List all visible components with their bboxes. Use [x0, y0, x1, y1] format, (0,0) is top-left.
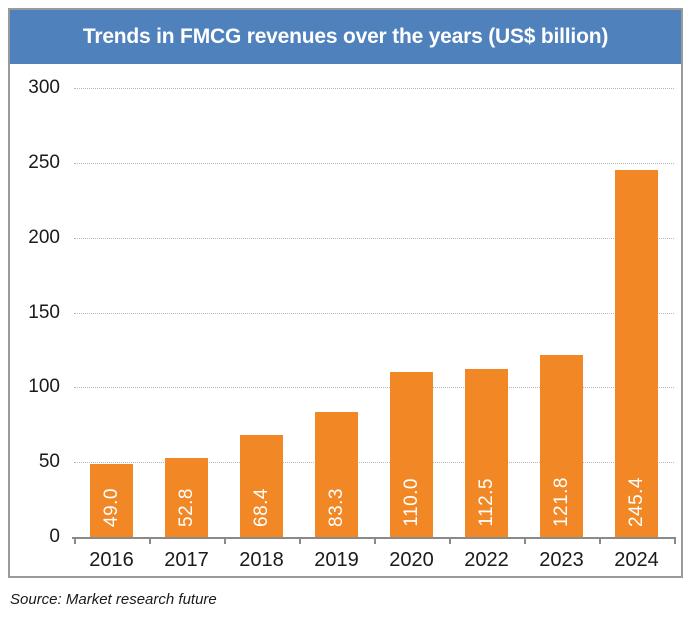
- bar-value-label: 112.5: [476, 478, 497, 527]
- x-axis-tick-mark: [224, 537, 226, 544]
- bar[interactable]: 245.4: [615, 169, 658, 537]
- x-axis-tick-label: 2017: [164, 549, 209, 571]
- x-axis-tick-mark: [599, 537, 601, 544]
- chart-title-bar: Trends in FMCG revenues over the years (…: [10, 10, 681, 64]
- gridline: [74, 237, 674, 239]
- bar-value-label: 121.8: [551, 476, 572, 527]
- bar-value-label: 110.0: [401, 478, 422, 527]
- gridline: [74, 387, 674, 389]
- bar-value-label: 49.0: [101, 488, 122, 527]
- bar-value-label: 68.4: [251, 488, 272, 527]
- chart-frame: Trends in FMCG revenues over the years (…: [8, 8, 683, 578]
- x-axis-tick-mark: [299, 537, 301, 544]
- bar[interactable]: 112.5: [465, 368, 508, 537]
- x-axis-tick-label: 2022: [464, 549, 509, 571]
- gridline: [74, 88, 674, 89]
- gridline: [74, 312, 674, 314]
- x-axis-tick-label: 2019: [314, 549, 359, 571]
- bar-value-label: 245.4: [626, 476, 647, 527]
- source-note: Source: Market research future: [10, 591, 217, 608]
- y-axis-tick-label: 250: [28, 151, 60, 173]
- x-axis-tick-mark: [374, 537, 376, 544]
- x-axis-tick-label: 2016: [89, 549, 134, 571]
- x-axis-tick-label: 2023: [539, 549, 584, 571]
- x-axis-tick-mark: [449, 537, 451, 544]
- x-axis-tick-label: 2020: [389, 549, 434, 571]
- x-axis-tick-mark: [524, 537, 526, 544]
- x-axis-tick-mark: [74, 537, 76, 544]
- y-axis-tick-label: 0: [49, 526, 60, 547]
- x-axis-tick-label: 2018: [239, 549, 284, 571]
- y-axis-tick-label: 100: [28, 376, 60, 398]
- bar[interactable]: 68.4: [240, 434, 283, 537]
- x-axis-tick-mark: [674, 537, 676, 544]
- bar[interactable]: 83.3: [315, 412, 358, 537]
- plot-area: 0 50 100 150 200 250 300 49.0 2016 52.8 2017 68.4 20…: [28, 77, 676, 571]
- chart-title: Trends in FMCG revenues over the years (…: [82, 25, 609, 48]
- bar[interactable]: 49.0: [90, 463, 133, 537]
- x-axis-tick-label: 2024: [614, 549, 659, 571]
- gridline: [74, 162, 674, 164]
- plot-wrapper: 0 50 100 150 200 250 300 49.0 2016 52.8 2017 68.4 20…: [10, 64, 681, 580]
- bar-value-label: 83.3: [326, 488, 347, 527]
- gridline: [74, 462, 674, 464]
- y-axis-tick-label: 50: [38, 451, 60, 473]
- x-axis-tick-mark: [149, 537, 151, 544]
- bar[interactable]: 121.8: [540, 354, 583, 537]
- y-axis-tick-label: 150: [28, 301, 60, 323]
- bar[interactable]: 52.8: [165, 457, 208, 537]
- bar-value-label: 52.8: [176, 488, 197, 527]
- y-axis-tick-label: 200: [28, 226, 60, 248]
- bar[interactable]: 110.0: [390, 372, 433, 537]
- y-axis-tick-label: 300: [28, 77, 60, 98]
